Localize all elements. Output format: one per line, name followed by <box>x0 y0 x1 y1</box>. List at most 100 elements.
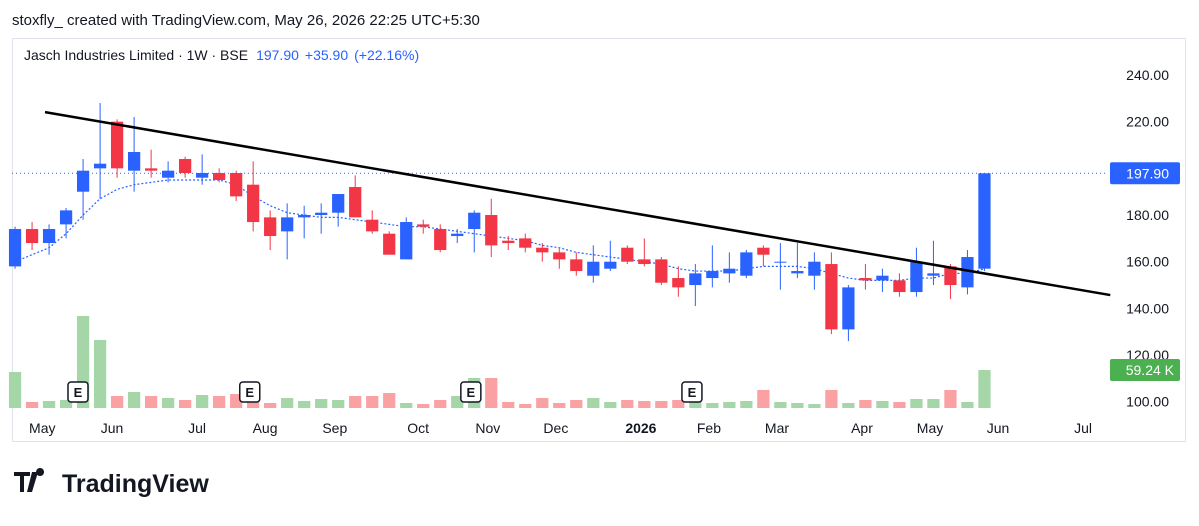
volume-bar <box>621 399 634 408</box>
volume-bar <box>587 398 600 408</box>
volume-bar <box>162 398 175 408</box>
volume-bar <box>8 371 22 408</box>
candle-body <box>791 271 804 274</box>
candle-body <box>621 247 634 262</box>
volume-bar <box>978 370 991 408</box>
volume-bar <box>417 404 430 408</box>
x-tick-label: Jun <box>987 420 1010 436</box>
candle-body <box>757 247 770 255</box>
volume-bar <box>604 401 617 408</box>
volume-bar <box>638 401 651 408</box>
volume-bar <box>910 399 923 408</box>
volume-bar <box>757 389 770 408</box>
candle-body <box>196 173 209 178</box>
candle-body <box>893 280 906 293</box>
volume-bar <box>281 398 294 408</box>
event-label: E <box>74 385 83 400</box>
last-price: 197.90 <box>256 47 299 63</box>
volume-bar <box>842 403 855 408</box>
symbol-title: Jasch Industries Limited · 1W · BSE <box>24 47 248 63</box>
candle-body <box>672 278 685 288</box>
volume-bar <box>655 401 668 408</box>
last-price-label: 197.90 <box>1126 165 1169 181</box>
y-tick-label: 240.00 <box>1126 67 1169 83</box>
volume-bar <box>434 399 447 408</box>
candle-body <box>42 229 56 244</box>
volume-bar <box>25 401 39 408</box>
candle-body <box>961 257 974 288</box>
change-percent: (+22.16%) <box>354 47 419 63</box>
candle-body <box>927 273 940 276</box>
candle-body <box>519 238 532 248</box>
event-marker <box>67 381 89 403</box>
candle-body <box>808 261 821 276</box>
candle-body <box>876 275 889 281</box>
header: stoxfly_ created with TradingView.com, M… <box>12 12 480 29</box>
candle-body <box>536 247 549 253</box>
volume-bar <box>196 394 209 408</box>
candle-body <box>213 173 226 181</box>
volume-bar <box>144 396 158 408</box>
volume-bar <box>706 403 719 408</box>
volume-bar <box>723 401 736 408</box>
x-tick-label: May <box>917 420 943 436</box>
volume-bar <box>42 401 56 408</box>
candle-body <box>689 273 702 286</box>
candle-body <box>179 159 192 174</box>
volume-bar <box>213 396 226 408</box>
y-tick-label: 180.00 <box>1126 207 1169 223</box>
volume-bar <box>179 399 192 408</box>
candle-body <box>144 168 158 171</box>
candle-body <box>332 194 345 213</box>
volume-bar <box>366 396 379 408</box>
volume-bar <box>332 399 345 408</box>
y-tick-label: 220.00 <box>1126 114 1169 130</box>
x-tick-label: Jul <box>1074 420 1092 436</box>
candle-body <box>110 121 124 169</box>
candle-body <box>723 268 736 274</box>
volume-bar <box>961 401 974 408</box>
volume-bar <box>93 339 107 408</box>
candle-body <box>315 212 328 216</box>
volume-label-box <box>1110 359 1180 382</box>
candle-body <box>434 229 447 251</box>
trendline <box>44 110 1111 297</box>
volume-bar <box>672 399 685 408</box>
x-tick-label: Sep <box>322 420 347 436</box>
volume-bar <box>400 403 413 408</box>
event-marker <box>460 381 482 403</box>
candle-body <box>842 287 855 330</box>
x-tick-label: Jun <box>101 420 124 436</box>
candle-body <box>400 222 413 260</box>
candle-body <box>553 252 566 260</box>
volume-bar <box>298 401 311 408</box>
volume-bar <box>383 393 396 408</box>
logo-mark <box>14 468 45 492</box>
change: +35.90 <box>305 47 348 63</box>
candle-body <box>366 219 379 232</box>
volume-bar <box>349 396 362 408</box>
volume-bar <box>485 378 498 408</box>
candle-body <box>127 152 141 171</box>
legend: Jasch Industries Limited · 1W · BSE 197.9… <box>24 47 419 63</box>
candle-body <box>25 229 39 244</box>
candle-body <box>944 266 957 286</box>
candle-body <box>910 261 923 293</box>
volume-bar <box>59 399 73 408</box>
x-tick-label: Dec <box>543 420 568 436</box>
volume-bar <box>927 399 940 408</box>
candle-body <box>264 217 277 237</box>
candle-body <box>570 259 583 272</box>
x-tick-label: 2026 <box>625 420 656 436</box>
last-price-box <box>1110 162 1180 185</box>
candle-body <box>859 278 872 281</box>
candle-body <box>655 259 668 283</box>
volume-bar <box>774 401 787 408</box>
x-tick-label: Jul <box>188 420 206 436</box>
volume-bar <box>536 398 549 408</box>
candle-body <box>706 271 719 279</box>
candle-body <box>740 252 753 276</box>
candle-body <box>774 261 787 263</box>
